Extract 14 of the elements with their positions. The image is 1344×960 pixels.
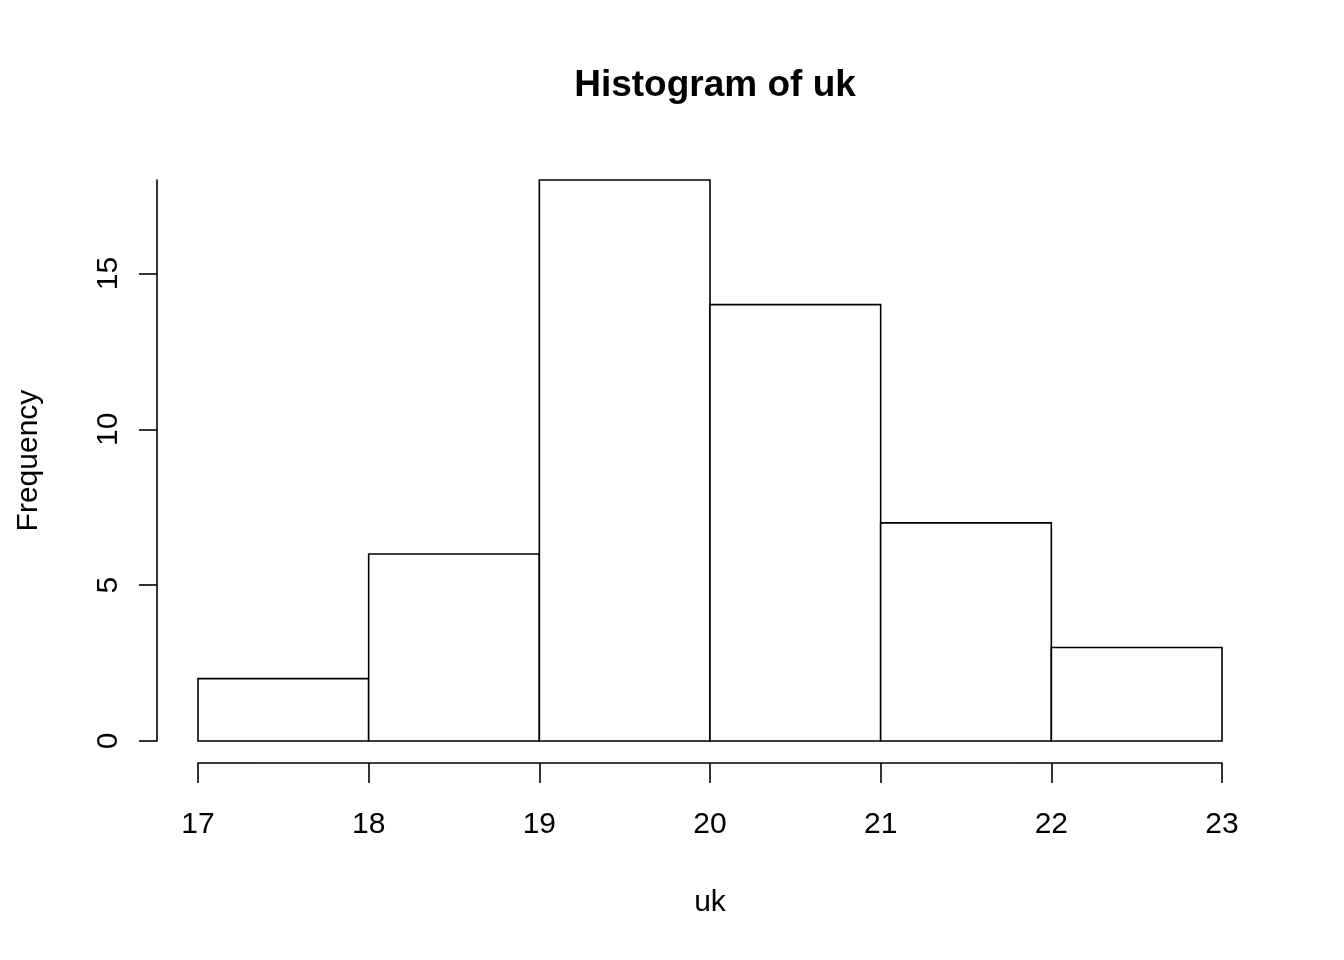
x-tick-label: 17 bbox=[181, 805, 215, 839]
x-tick-label: 20 bbox=[693, 805, 727, 839]
x-tick-label: 19 bbox=[522, 805, 557, 839]
chart-title: Histogram of uk bbox=[574, 63, 857, 104]
x-tick-label: 22 bbox=[1034, 805, 1069, 839]
x-tick-label: 21 bbox=[863, 805, 898, 839]
y-axis-title: Frequency bbox=[9, 389, 43, 532]
x-axis-title: uk bbox=[694, 883, 727, 917]
y-tick-label: 10 bbox=[89, 412, 123, 447]
y-tick-label: 15 bbox=[89, 256, 123, 291]
x-tick-label: 23 bbox=[1205, 805, 1239, 839]
x-tick-label: 18 bbox=[351, 805, 386, 839]
y-tick-label: 5 bbox=[89, 576, 123, 594]
y-tick-label: 0 bbox=[89, 732, 123, 750]
